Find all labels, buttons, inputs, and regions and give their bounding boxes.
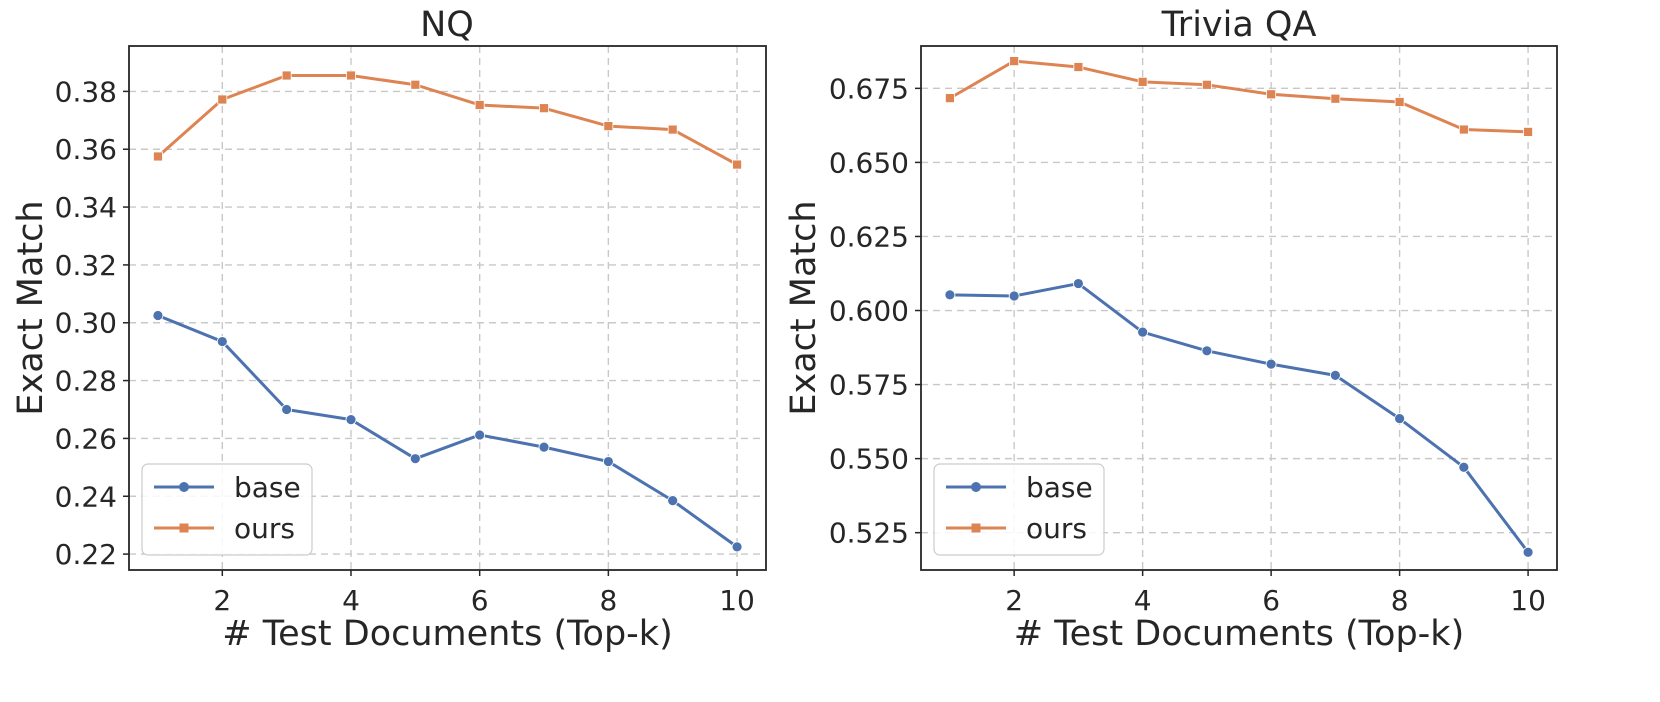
y-tick-label: 0.38 [55, 75, 117, 108]
y-tick-label: 0.32 [55, 249, 117, 282]
data-point-ours [346, 70, 356, 81]
data-point-base [1394, 413, 1406, 425]
legend-marker-ours [971, 523, 981, 533]
y-tick-label: 0.22 [55, 538, 117, 571]
y-tick-label: 0.600 [829, 295, 909, 328]
data-point-base [1458, 461, 1470, 473]
x-axis-label: # Test Documents (Top-k) [222, 614, 672, 654]
data-point-ours [474, 100, 485, 110]
x-axis-label: # Test Documents (Top-k) [1014, 614, 1464, 654]
legend-marker-base [971, 482, 981, 492]
data-point-ours [1458, 124, 1469, 135]
plot-frame [920, 45, 1558, 571]
x-tick-label: 6 [471, 584, 489, 617]
chart-title: NQ [420, 5, 474, 45]
x-tick-label: 10 [719, 584, 755, 617]
data-point-base [216, 336, 228, 347]
data-point-ours [1073, 62, 1084, 72]
data-point-ours [667, 124, 678, 135]
data-point-base [474, 429, 486, 441]
data-point-base [1329, 369, 1341, 381]
legend-marker-base [179, 482, 189, 492]
series-line-ours [156, 74, 738, 166]
data-point-ours [153, 151, 163, 162]
data-point-base [152, 310, 164, 321]
x-tick-label: 8 [599, 584, 617, 617]
series-line-base [157, 314, 738, 549]
data-point-base [1137, 326, 1149, 338]
legend-label-ours: ours [234, 512, 295, 545]
data-point-ours [1201, 79, 1212, 90]
data-point-ours [217, 94, 228, 105]
data-point-base [731, 541, 743, 553]
data-point-ours [732, 159, 742, 170]
data-point-base [667, 495, 679, 506]
legend: base ours [141, 463, 313, 556]
data-point-ours [1523, 127, 1533, 137]
y-axis-label: Exact Match [784, 200, 824, 415]
data-point-ours [1009, 56, 1020, 67]
legend-label-base: base [1026, 471, 1093, 504]
y-tick-label: 0.24 [55, 480, 117, 513]
data-point-ours [539, 103, 549, 114]
data-point-base [409, 453, 421, 465]
series-line-base [949, 282, 1530, 554]
data-point-ours [945, 93, 955, 104]
x-tick-label: 8 [1391, 584, 1409, 617]
legend: base ours [933, 463, 1105, 556]
y-axis-label: Exact Match [11, 200, 51, 415]
y-tick-label: 0.550 [829, 443, 909, 476]
chart-panel-nq: 0.22 0.24 0.26 0.28 0.30 0.32 0.34 0.36 0.38 2 4 6 8… [11, 5, 767, 654]
chart-title: Trivia QA [1161, 5, 1317, 45]
data-point-ours [1266, 89, 1277, 100]
y-tick-label: 0.525 [829, 517, 909, 550]
data-point-base [1201, 345, 1213, 357]
x-tick-label: 2 [1005, 584, 1023, 617]
data-point-base [1265, 358, 1277, 370]
grid-lines [129, 46, 766, 570]
data-point-ours [1137, 76, 1148, 87]
y-tick-label: 0.650 [829, 146, 909, 179]
y-tick-label: 0.575 [829, 369, 909, 402]
y-tick-label: 0.34 [55, 191, 117, 224]
data-point-base [1072, 278, 1084, 289]
data-point-base [538, 441, 550, 453]
y-tick-label: 0.625 [829, 220, 909, 253]
x-tick-label: 6 [1262, 584, 1280, 617]
y-tick-label: 0.26 [55, 422, 117, 455]
y-tick-label: 0.675 [829, 72, 909, 105]
legend-marker-ours [179, 523, 189, 533]
data-point-ours [410, 79, 421, 90]
legend-label-ours: ours [1026, 512, 1087, 545]
y-tick-label: 0.28 [55, 365, 117, 398]
legend-label-base: base [234, 471, 301, 504]
plot-frame [128, 45, 767, 571]
data-point-base [602, 456, 614, 467]
x-tick-label: 4 [342, 584, 360, 617]
data-point-ours [1394, 97, 1405, 107]
x-tick-label: 2 [213, 584, 231, 617]
data-point-base [1008, 290, 1020, 302]
y-tick-label: 0.30 [55, 307, 117, 340]
data-point-base [281, 404, 293, 415]
data-point-ours [1330, 93, 1341, 104]
series-line-ours [949, 59, 1529, 134]
data-point-ours [281, 70, 292, 81]
x-tick-label: 10 [1510, 584, 1546, 617]
chart-panel-trivia-qa: 0.525 0.550 0.575 0.600 0.625 0.650 0.675 2 4 6 8 1… [784, 5, 1558, 654]
data-point-base [1522, 546, 1534, 558]
y-tick-label: 0.36 [55, 133, 117, 166]
data-point-base [944, 289, 956, 301]
data-point-base [345, 414, 357, 426]
x-tick-label: 4 [1134, 584, 1152, 617]
data-point-ours [603, 121, 614, 132]
